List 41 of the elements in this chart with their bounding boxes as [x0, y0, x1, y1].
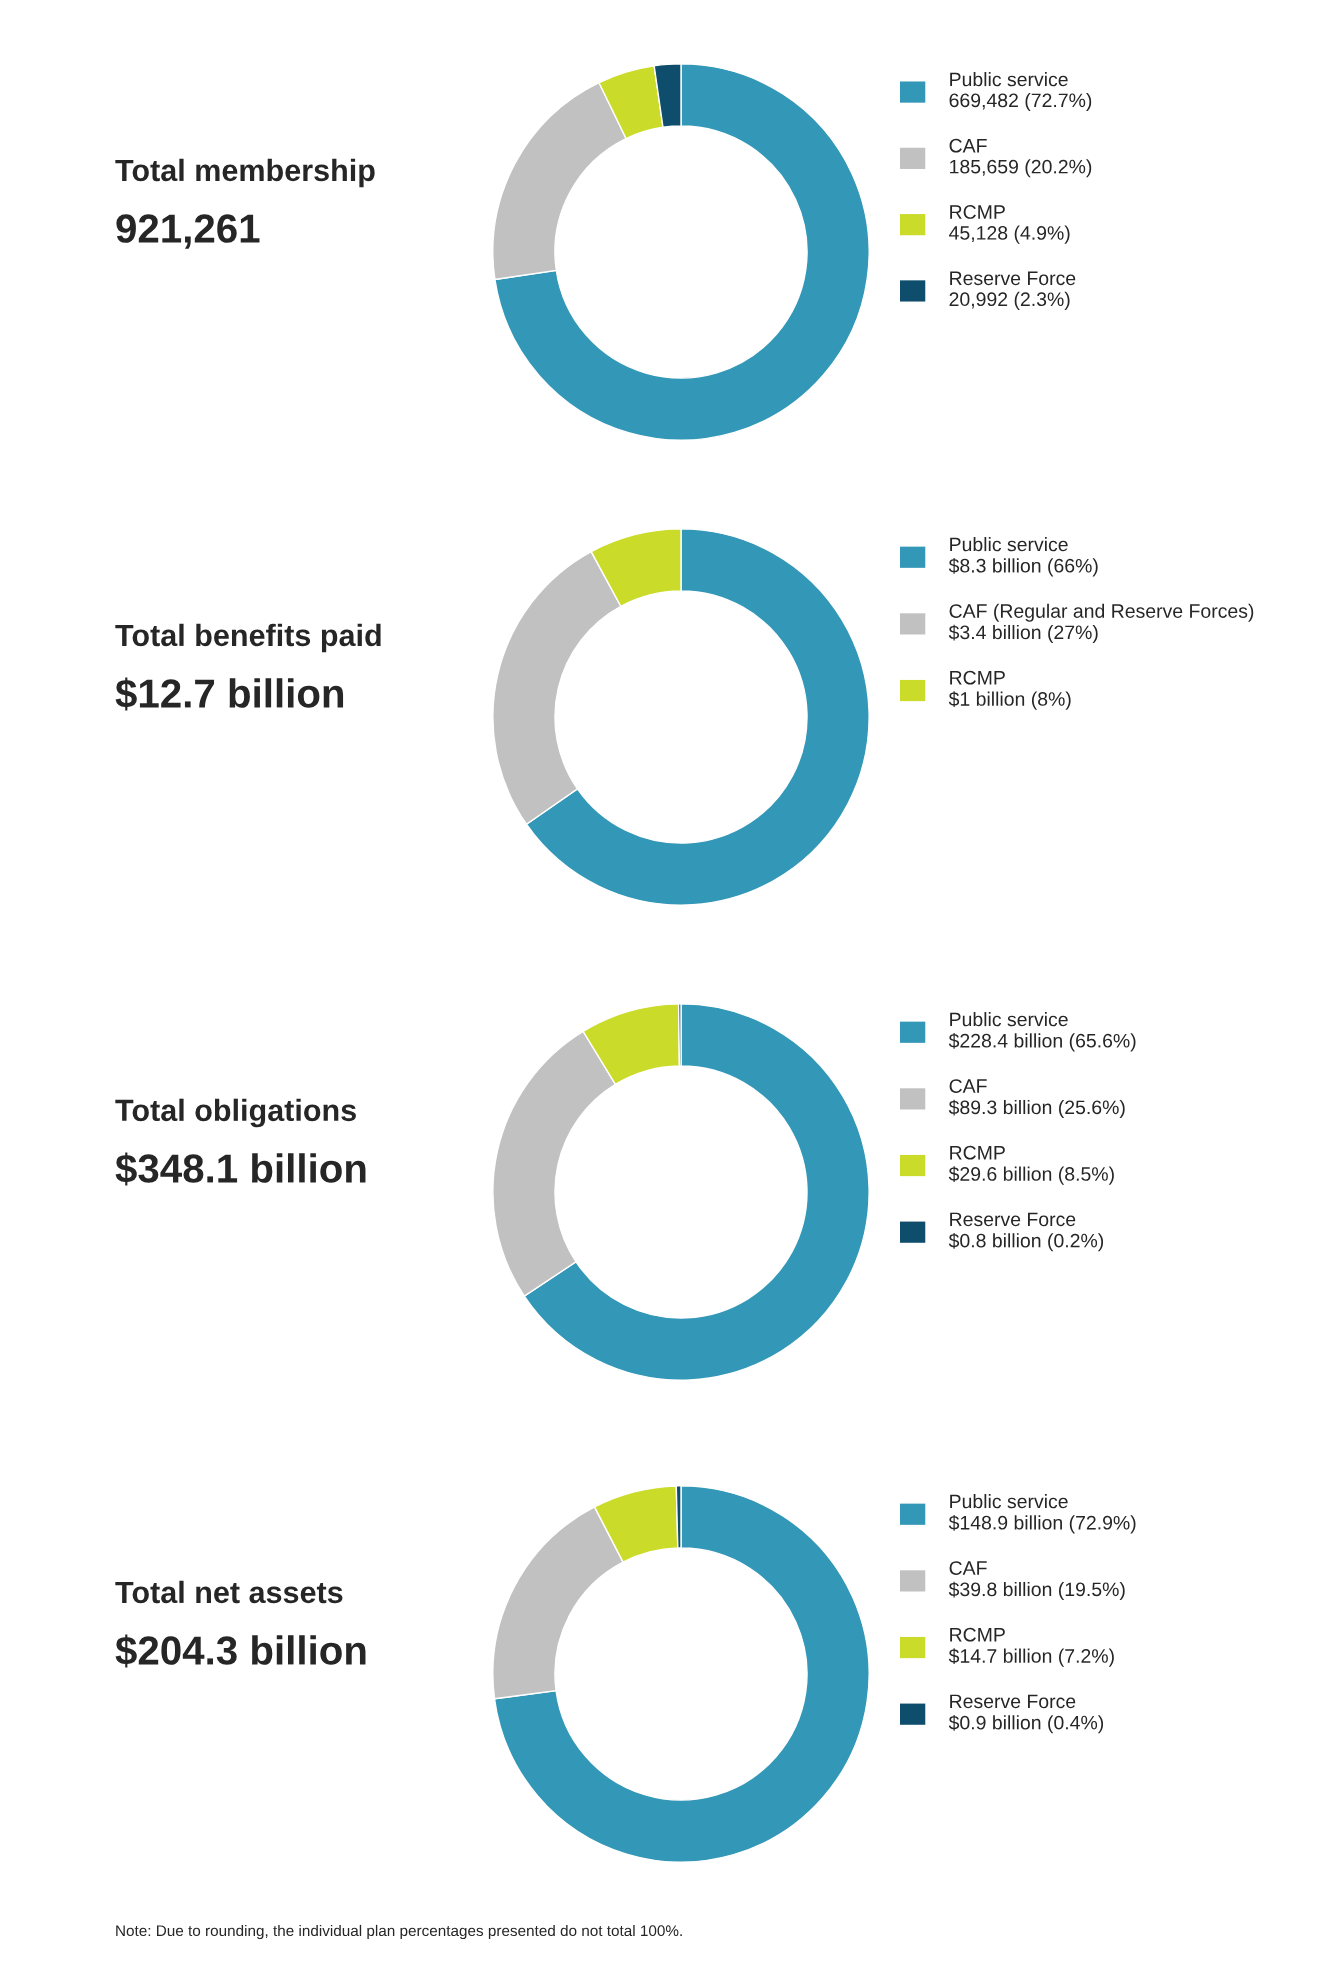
text: $204.3 billion	[115, 1634, 366, 1668]
data-label: $89.3 billion (25.6%)	[948, 1099, 1125, 1119]
donut-slice	[493, 1485, 870, 1863]
donut-slice	[494, 63, 870, 441]
text: $348.1 billion	[115, 1152, 366, 1186]
legend-label: Public service	[950, 72, 1068, 87]
legend-label: RCMP	[950, 1145, 1005, 1160]
data-label: $29.6 billion (8.5%)	[948, 1166, 1114, 1185]
legend-label: CAF	[949, 1561, 987, 1575]
text: Total obligations	[115, 1098, 356, 1128]
legend-label: CAF (Regular and Reserve Forces)	[949, 603, 1254, 622]
data-label: 45,128 (4.9%)	[949, 225, 1070, 244]
text: Note: Due to rounding, the individual plan percentages presented do not total 100%.	[116, 1924, 682, 1940]
legend-label: Reserve Force	[950, 1212, 1076, 1227]
data-label: 20,992 (2.3%)	[949, 291, 1070, 310]
data-label: 669,482 (72.7%)	[949, 92, 1092, 112]
data-label: $1 billion (8%)	[948, 691, 1071, 710]
data-label: $39.8 billion (19.5%)	[948, 1581, 1125, 1601]
legend-label: CAF	[949, 138, 987, 153]
data-label: $0.9 billion (0.4%)	[948, 1714, 1104, 1734]
data-label: $148.9 billion (72.9%)	[948, 1514, 1136, 1534]
legend-label: RCMP	[950, 1627, 1005, 1642]
legend-label: RCMP	[950, 205, 1005, 219]
text: $12.7 billion	[115, 677, 344, 711]
legend-label: Public service	[950, 1012, 1068, 1027]
text: Total net assets	[115, 1580, 343, 1604]
data-label: $228.4 billion (65.6%)	[948, 1032, 1136, 1052]
legend-label: Reserve Force	[950, 1694, 1076, 1709]
slice-label: Public service	[950, 1494, 1068, 1509]
data-label: $0.8 billion (0.2%)	[948, 1232, 1104, 1252]
text: 921,261	[116, 214, 260, 249]
data-label: 185,659 (20.2%)	[950, 159, 1092, 178]
legend-label: Reserve Force	[950, 271, 1076, 286]
slice-label: Public service	[950, 537, 1068, 552]
legend-label: CAF	[949, 1079, 987, 1093]
text: Total benefits paid	[115, 623, 381, 653]
data-label: $8.3 billion (66%)	[948, 557, 1098, 577]
data-label: $14.7 billion (7.2%)	[948, 1648, 1114, 1667]
data-label: $3.4 billion (27%)	[948, 624, 1098, 644]
text: Total membership	[115, 158, 375, 188]
legend-label: RCMP	[950, 670, 1005, 685]
